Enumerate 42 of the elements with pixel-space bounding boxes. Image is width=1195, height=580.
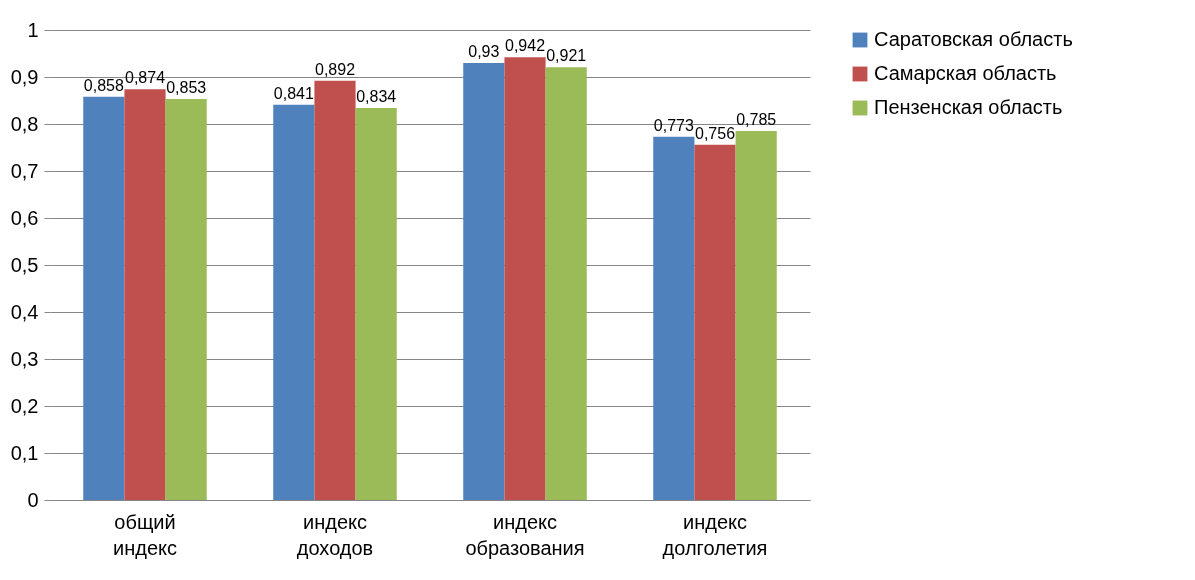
data-label: 0,853 (166, 79, 207, 97)
bar (273, 104, 315, 500)
y-tick-label: 0,3 (10, 347, 39, 370)
x-tick-label: общий индекс (113, 510, 177, 559)
y-tick-label: 1 (27, 18, 39, 41)
y-tick-label: 0,7 (10, 159, 39, 182)
data-label: 0,892 (314, 60, 356, 78)
x-tick-label: индекс образования (465, 510, 585, 559)
bar (355, 108, 397, 500)
bar (504, 57, 546, 500)
data-label: 0,773 (653, 116, 694, 134)
bar (314, 80, 356, 500)
y-tick-label: 0,4 (10, 300, 39, 323)
bar (463, 62, 505, 500)
legend-label: Саратовская область (874, 28, 1073, 50)
y-tick-label: 0,2 (10, 394, 39, 417)
y-tick-label: 0 (27, 488, 39, 511)
bar (694, 144, 736, 500)
x-tick-label: индекс доходов (296, 510, 374, 559)
data-label: 0,93 (468, 42, 500, 60)
bar (545, 67, 587, 500)
bar (83, 96, 125, 500)
data-label: 0,785 (736, 111, 777, 129)
data-label: 0,858 (83, 76, 124, 94)
bar (124, 89, 166, 500)
data-label: 0,921 (546, 47, 587, 65)
y-tick-label: 0,8 (10, 112, 39, 135)
data-label: 0,841 (273, 84, 314, 102)
data-label: 0,874 (124, 69, 166, 87)
bar (653, 136, 695, 500)
bar (165, 99, 207, 500)
y-tick-label: 0,1 (10, 441, 39, 464)
legend-label: Пензенская область (874, 96, 1063, 118)
legend-label: Самарская область (874, 62, 1057, 84)
data-label: 0,756 (694, 124, 736, 142)
x-tick-label: индекс долголетия (662, 510, 768, 559)
bar (735, 131, 777, 500)
data-label: 0,942 (504, 37, 546, 55)
y-tick-label: 0,6 (10, 206, 39, 229)
data-label: 0,834 (356, 88, 397, 106)
y-tick-label: 0,5 (10, 253, 39, 276)
y-tick-label: 0,9 (10, 65, 39, 88)
